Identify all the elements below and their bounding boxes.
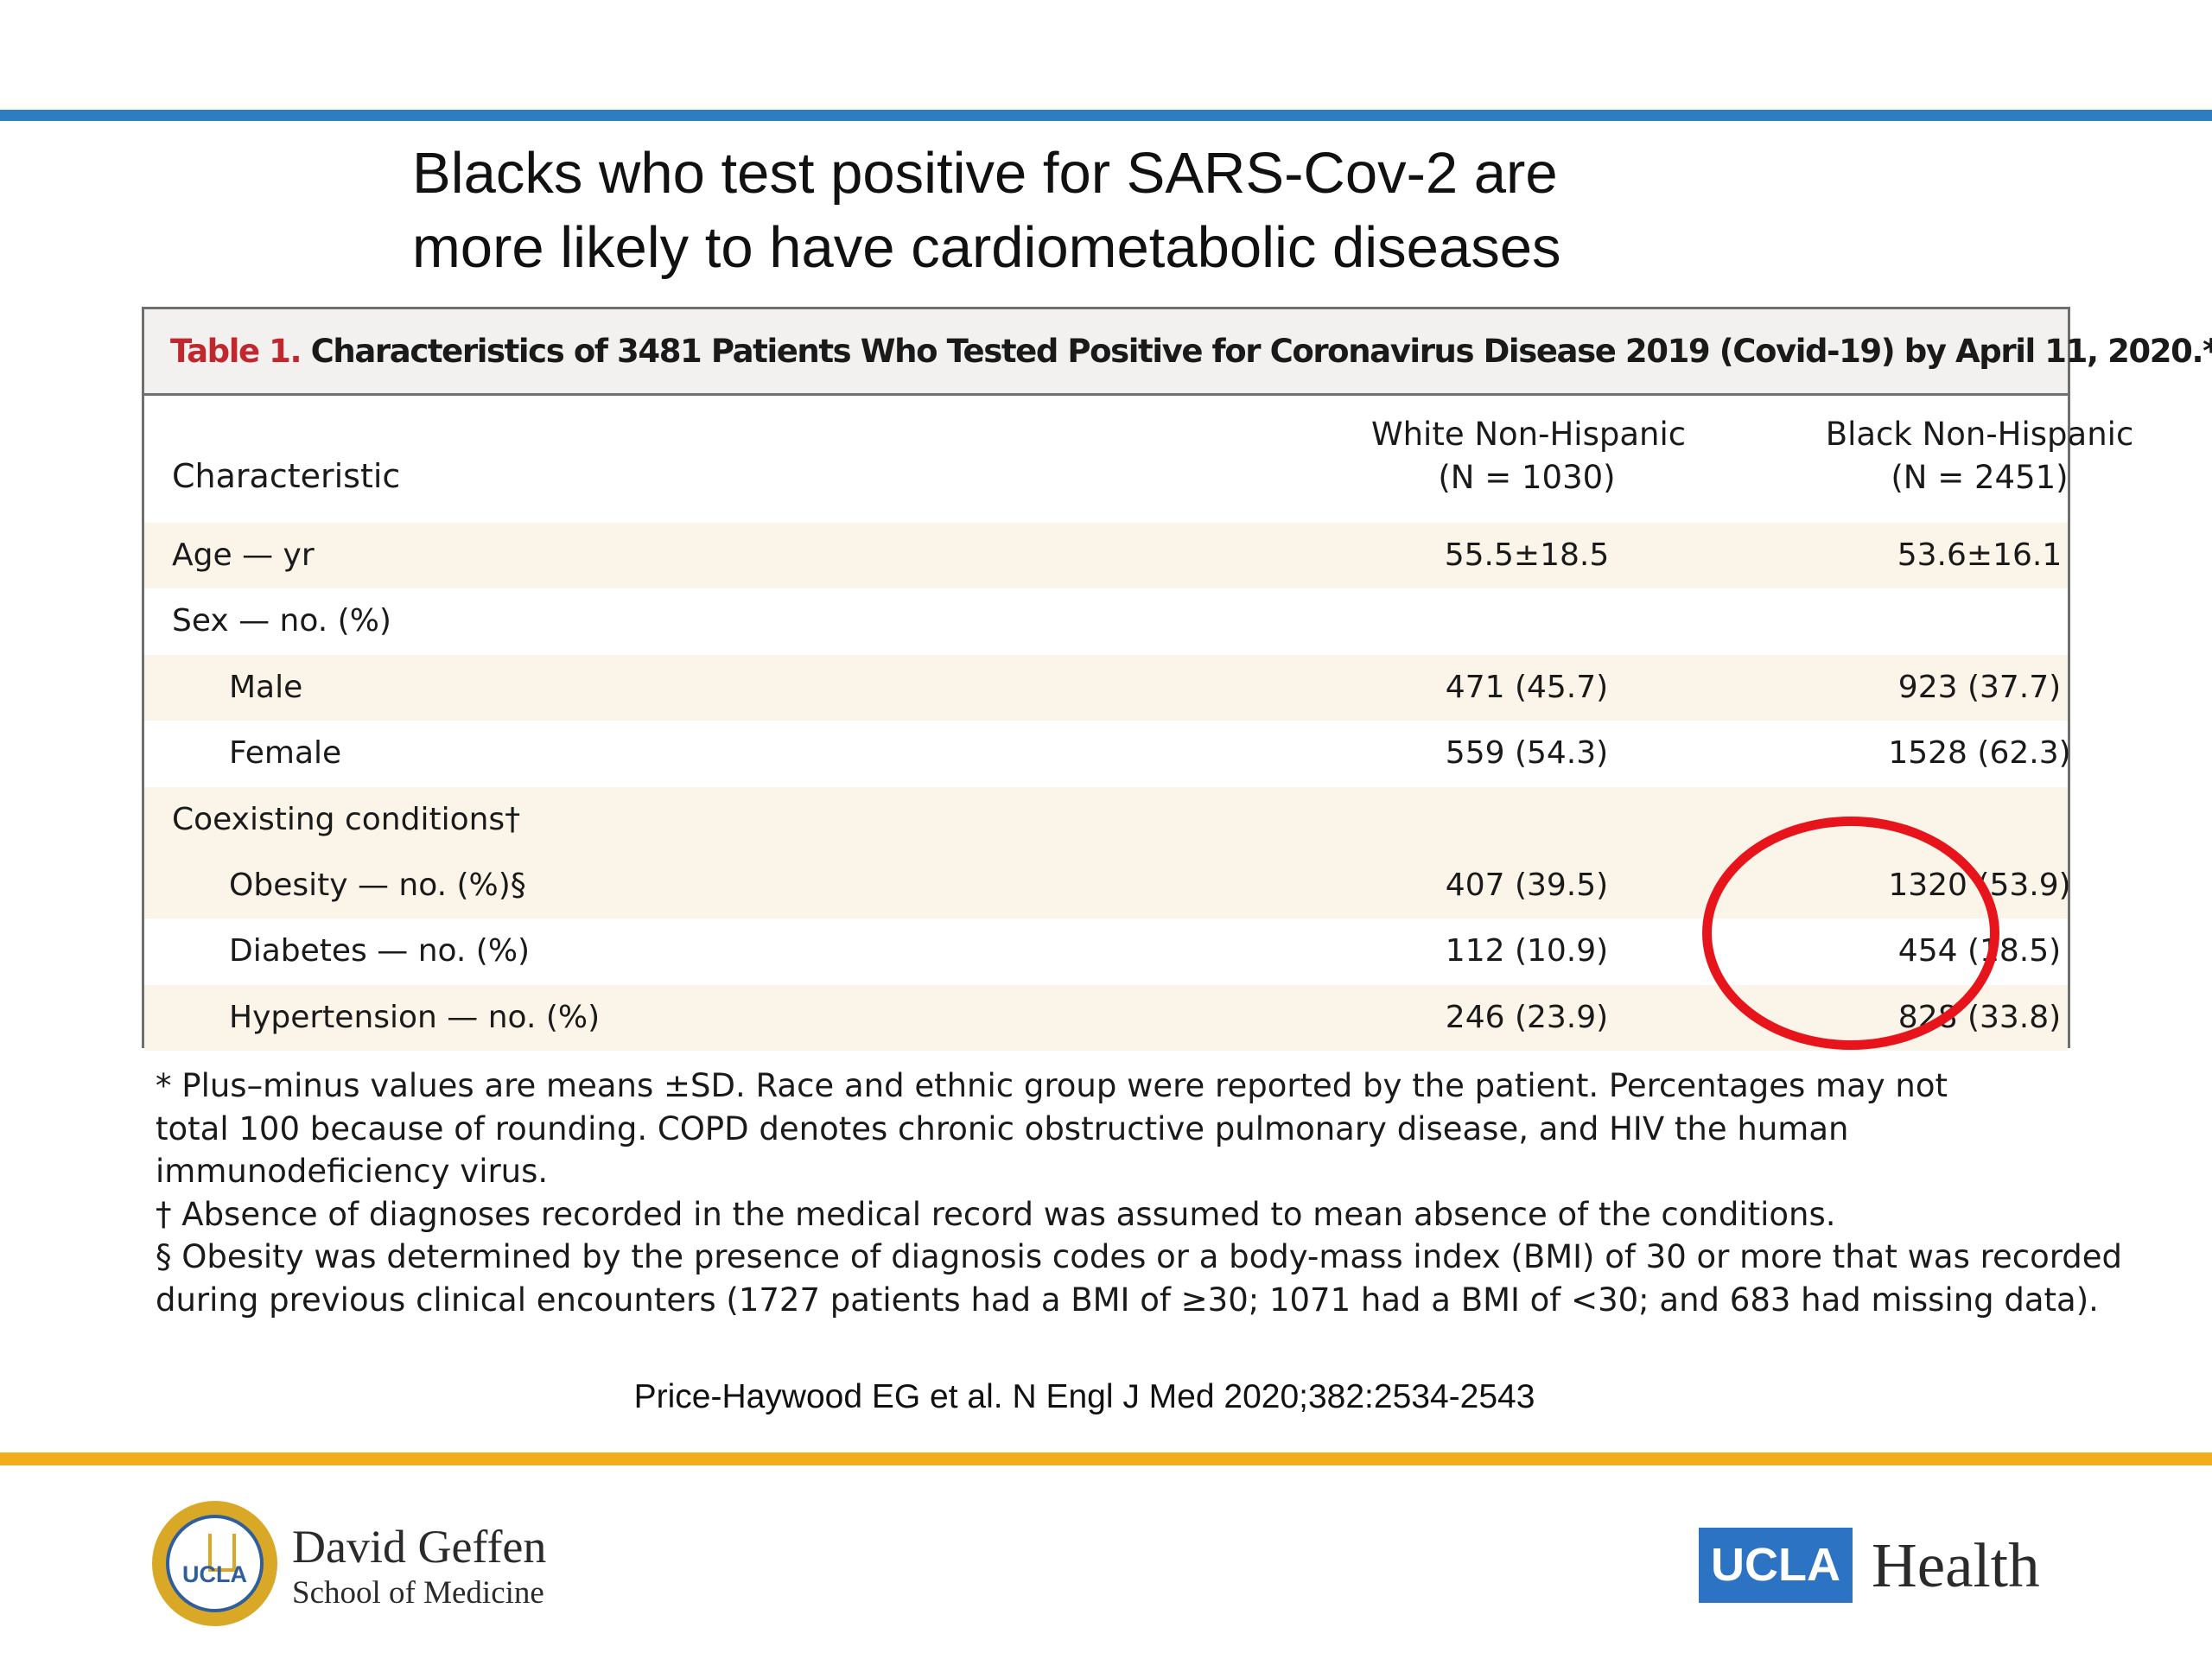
row-label: Sex — no. (%) xyxy=(172,603,391,639)
row-label: Female xyxy=(229,735,342,772)
characteristics-table: Table 1. Characteristics of 3481 Patient… xyxy=(142,307,2212,1052)
table-caption-label: Table 1. xyxy=(170,333,302,370)
ucla-box: UCLA xyxy=(1699,1528,1853,1603)
table-body: Age — yr 55.5±18.5 53.6±16.1 Sex — no. (… xyxy=(144,523,2071,1052)
column-header-white: White Non-Hispanic (N = 1030) xyxy=(1371,413,1687,499)
dgsom-name: David Geffen xyxy=(292,1521,547,1573)
row-label: Coexisting conditions† xyxy=(172,801,521,837)
citation: Price-Haywood EG et al. N Engl J Med 202… xyxy=(633,1378,1535,1415)
highlight-circle xyxy=(1702,817,1999,1050)
white-value: 55.5±18.5 xyxy=(1444,537,1610,573)
row-label: Diabetes — no. (%) xyxy=(229,933,531,969)
row-label: Obesity — no. (%)§ xyxy=(229,867,526,903)
torch-icon xyxy=(208,1534,236,1572)
footnote-line: during previous clinical encounters (172… xyxy=(156,1281,2099,1319)
column-header-white-name: White Non-Hispanic xyxy=(1371,416,1687,453)
footnote-line: immunodeficiency virus. xyxy=(156,1153,549,1190)
row-label: Age — yr xyxy=(172,537,315,573)
black-value: 53.6±16.1 xyxy=(1897,537,2063,573)
table-row: Sex — no. (%) xyxy=(144,588,2068,654)
seal-text: UCLA xyxy=(182,1561,247,1587)
top-blue-rule xyxy=(0,110,2212,121)
bottom-gold-rule xyxy=(0,1452,2212,1465)
white-value: 112 (10.9) xyxy=(1445,933,1609,969)
table-row: Age — yr 55.5±18.5 53.6±16.1 xyxy=(144,523,2068,589)
table-row: Coexisting conditions† xyxy=(144,786,2068,853)
slide-title-line-2: more likely to have cardiometabolic dise… xyxy=(412,215,1561,280)
slide-title: Blacks who test positive for SARS-Cov-2 … xyxy=(412,137,1881,285)
ucla-seal-icon: UCLA xyxy=(152,1501,277,1626)
column-header-black-n: (N = 2451) xyxy=(1891,459,2069,496)
black-value: 923 (37.7) xyxy=(1897,669,2062,705)
footnote-line: * Plus–minus values are means ±SD. Race … xyxy=(156,1067,1948,1104)
footnote-line: § Obesity was determined by the presence… xyxy=(156,1238,2123,1275)
column-header-black-name: Black Non-Hispanic xyxy=(1825,416,2134,453)
seal-inner xyxy=(166,1515,264,1612)
white-value: 407 (39.5) xyxy=(1445,867,1609,903)
column-header-black: Black Non-Hispanic (N = 2451) xyxy=(1824,413,2135,499)
table-caption-text: Characteristics of 3481 Patients Who Tes… xyxy=(310,333,2212,370)
table-row: Male 471 (45.7) 923 (37.7) xyxy=(144,654,2068,721)
slide-title-line-1: Blacks who test positive for SARS-Cov-2 … xyxy=(412,141,1558,206)
black-value: 1528 (62.3) xyxy=(1888,735,2071,772)
column-header-white-n: (N = 1030) xyxy=(1438,459,1616,496)
health-word: Health xyxy=(1872,1530,2040,1600)
white-value: 246 (23.9) xyxy=(1445,999,1609,1035)
footnote-line: † Absence of diagnoses recorded in the m… xyxy=(156,1195,1836,1233)
column-header-characteristic: Characteristic xyxy=(172,457,401,495)
footnote-line: total 100 because of rounding. COPD deno… xyxy=(156,1109,1849,1147)
table-row: Hypertension — no. (%) 246 (23.9) 828 (3… xyxy=(144,984,2068,1052)
dgsom-school: School of Medicine xyxy=(292,1575,544,1611)
table-caption: Table 1. Characteristics of 3481 Patient… xyxy=(144,309,2212,396)
row-label: Male xyxy=(229,669,303,705)
white-value: 471 (45.7) xyxy=(1445,669,1609,705)
white-value: 559 (54.3) xyxy=(1445,735,1609,772)
table-row: Female 559 (54.3) 1528 (62.3) xyxy=(144,721,2071,786)
table-footnotes: * Plus–minus values are means ±SD. Race … xyxy=(156,1065,2123,1321)
row-label: Hypertension — no. (%) xyxy=(229,999,601,1035)
